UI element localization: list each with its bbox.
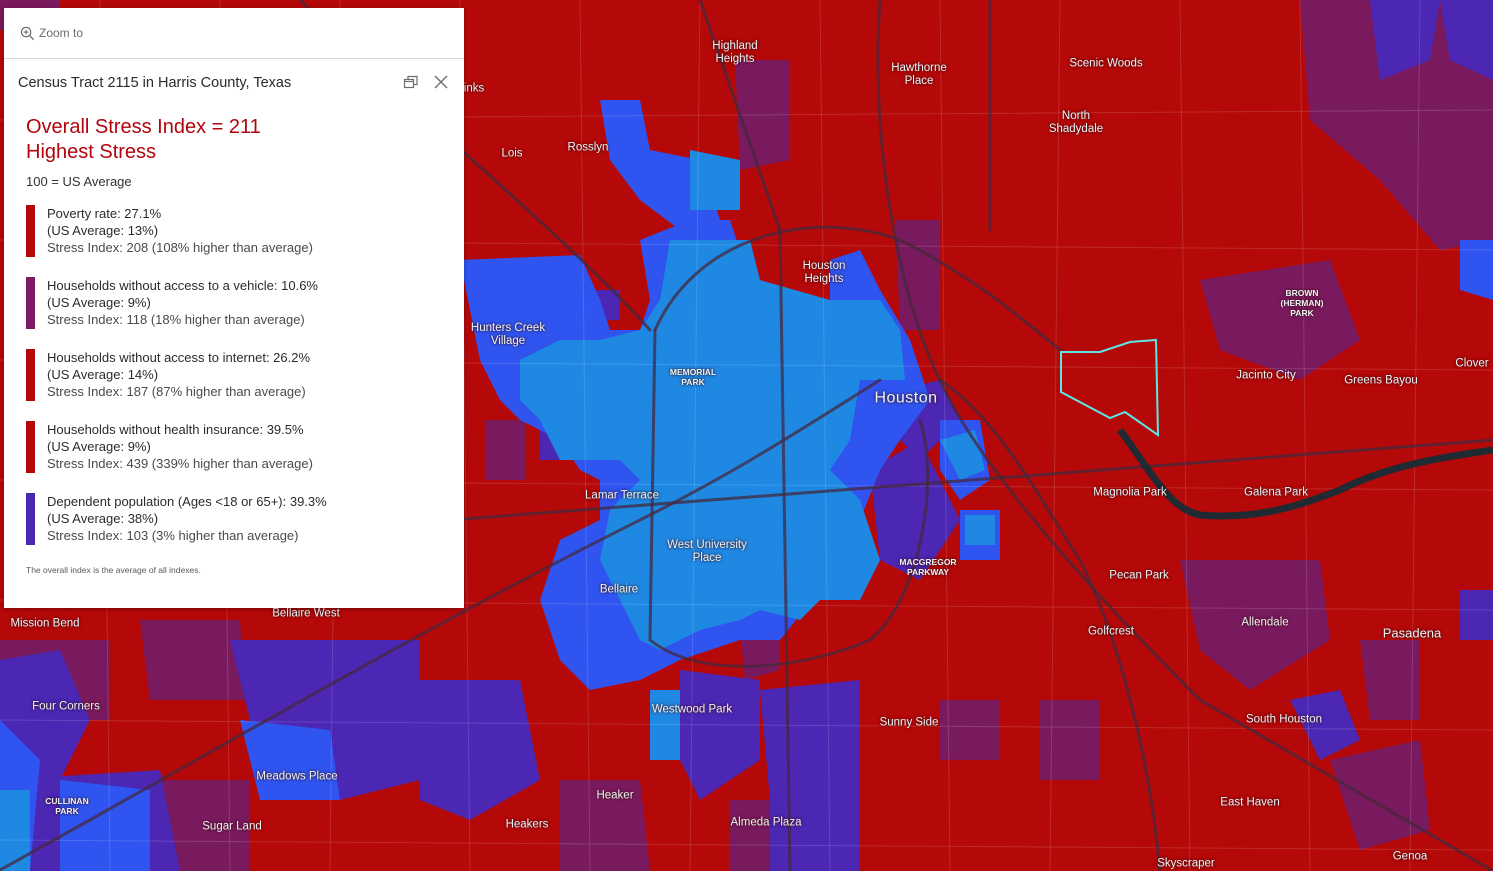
- popup-panel: Zoom to Census Tract 2115 in Harris Coun…: [4, 8, 464, 608]
- overall-index-category: Highest Stress: [26, 141, 157, 163]
- park-label: BROWN (HERMAN) PARK: [1280, 288, 1324, 318]
- metric-label: Households without access to a vehicle: …: [47, 278, 318, 293]
- place-label: inks: [463, 82, 485, 95]
- place-label: Heakers: [505, 818, 549, 831]
- metric-label: Dependent population (Ages <18 or 65+): …: [47, 494, 327, 509]
- zoom-to-label: Zoom to: [39, 26, 84, 40]
- place-label: Sugar Land: [202, 820, 262, 833]
- place-label: Galena Park: [1244, 486, 1308, 499]
- place-label: Scenic Woods: [1069, 57, 1143, 70]
- city-label: Pasadena: [1382, 625, 1442, 641]
- place-label: Westwood Park: [651, 703, 733, 716]
- place-label: South Houston: [1245, 713, 1323, 726]
- metric-color-bar: [26, 493, 35, 545]
- place-label: Lois: [501, 147, 523, 160]
- park-label: CULLINAN PARK: [45, 796, 89, 816]
- overall-stress-index: Overall Stress Index = 211 Highest Stres…: [26, 115, 442, 165]
- lowest-stress-tracts: [0, 150, 995, 871]
- metric-stress-index: Stress Index: 118 (18% higher than avera…: [47, 312, 305, 327]
- metric-us-average: (US Average: 14%): [47, 367, 159, 382]
- metric-no-vehicle: Households without access to a vehicle: …: [26, 277, 442, 329]
- us-average-note: 100 = US Average: [26, 174, 132, 189]
- metric-poverty-rate: Poverty rate: 27.1% (US Average: 13%) St…: [26, 205, 442, 257]
- place-label: East Haven: [1220, 796, 1280, 809]
- metric-us-average: (US Average: 38%): [47, 511, 159, 526]
- metric-us-average: (US Average: 9%): [47, 295, 151, 310]
- place-label: Bellaire West: [272, 607, 340, 620]
- place-label: Meadows Place: [256, 770, 338, 783]
- popup-header: Census Tract 2115 in Harris County, Texa…: [4, 59, 464, 107]
- place-label: Almeda Plaza: [730, 816, 802, 829]
- place-label: Allendale: [1241, 616, 1289, 629]
- metric-color-bar: [26, 421, 35, 473]
- metric-us-average: (US Average: 9%): [47, 439, 151, 454]
- metric-color-bar: [26, 349, 35, 401]
- place-label: Jacinto City: [1236, 369, 1296, 382]
- place-label: Heaker: [596, 789, 634, 802]
- metric-stress-index: Stress Index: 439 (339% higher than aver…: [47, 456, 313, 471]
- close-icon[interactable]: [432, 73, 450, 91]
- zoom-in-icon: [20, 26, 35, 40]
- metric-color-bar: [26, 277, 35, 329]
- place-label: Genoa: [1392, 850, 1428, 863]
- place-label: Pecan Park: [1109, 569, 1169, 582]
- place-label: Hunters Creek Village: [470, 322, 546, 347]
- place-label: Four Corners: [32, 700, 100, 713]
- popup-content: Overall Stress Index = 211 Highest Stres…: [4, 107, 464, 575]
- place-label: Golfcrest: [1087, 625, 1135, 638]
- place-label: Lamar Terrace: [585, 489, 659, 502]
- park-label: MACGREGOR PARKWAY: [899, 557, 957, 577]
- selected-tract-outline[interactable]: [1060, 338, 1160, 437]
- dock-icon[interactable]: [402, 73, 420, 91]
- metric-dependent-population: Dependent population (Ages <18 or 65+): …: [26, 493, 442, 545]
- metric-stress-index: Stress Index: 208 (108% higher than aver…: [47, 240, 313, 255]
- metric-color-bar: [26, 205, 35, 257]
- place-label: Hawthorne Place: [891, 62, 947, 87]
- place-label: Skyscraper: [1157, 857, 1215, 870]
- place-label: Sunny Side: [879, 716, 939, 729]
- place-label: Rosslyn: [567, 141, 609, 154]
- place-label: Clover: [1455, 357, 1489, 370]
- metric-no-health-insurance: Households without health insurance: 39.…: [26, 421, 442, 473]
- place-label: Magnolia Park: [1093, 486, 1167, 499]
- place-label: Bellaire: [599, 583, 639, 596]
- city-label: Houston: [874, 389, 938, 407]
- popup-title: Census Tract 2115 in Harris County, Texa…: [18, 75, 292, 91]
- zoom-to-button[interactable]: Zoom to: [4, 8, 464, 59]
- metric-us-average: (US Average: 13%): [47, 223, 159, 238]
- place-label: North Shadydale: [1048, 110, 1104, 135]
- metric-stress-index: Stress Index: 103 (3% higher than averag…: [47, 528, 299, 543]
- park-label: MEMORIAL PARK: [669, 367, 717, 387]
- metric-label: Poverty rate: 27.1%: [47, 206, 162, 221]
- metric-stress-index: Stress Index: 187 (87% higher than avera…: [47, 384, 306, 399]
- metric-label: Households without access to internet: 2…: [47, 350, 311, 365]
- ship-channel: [1117, 427, 1493, 520]
- place-label: West University Place: [667, 539, 747, 564]
- overall-index-value: Overall Stress Index = 211: [26, 116, 261, 138]
- metric-no-internet: Households without access to internet: 2…: [26, 349, 442, 401]
- metric-label: Households without health insurance: 39.…: [47, 422, 304, 437]
- place-label: Mission Bend: [10, 617, 80, 630]
- footnote: The overall index is the average of all …: [26, 565, 201, 575]
- place-label: Greens Bayou: [1344, 374, 1418, 387]
- place-label: Houston Heights: [802, 260, 846, 285]
- place-label: Highland Heights: [712, 40, 758, 65]
